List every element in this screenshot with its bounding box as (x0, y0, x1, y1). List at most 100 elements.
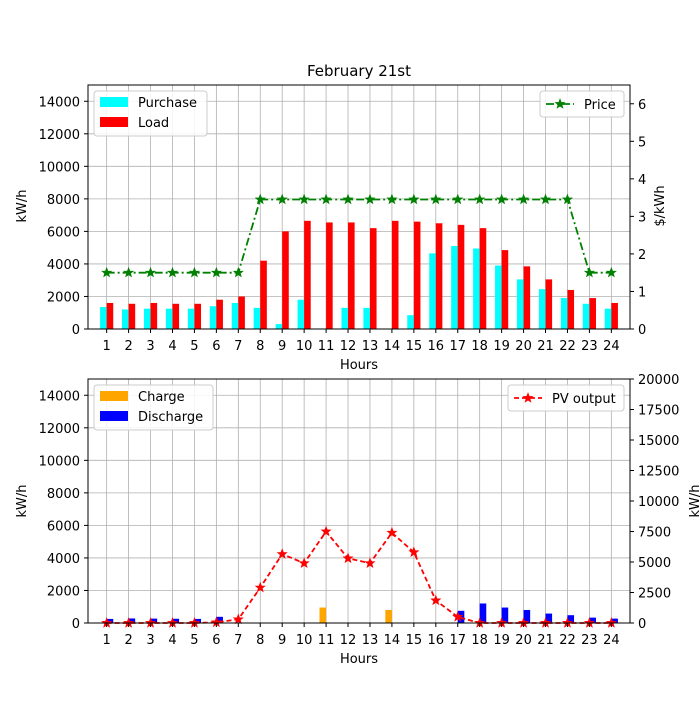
bottom-x-axis-label: Hours (340, 652, 378, 667)
p1-xtick-label: 2 (124, 339, 132, 354)
p1-point (364, 193, 376, 205)
p2-xtick-label: 12 (340, 633, 357, 648)
p2-xtick-label: 1 (103, 633, 111, 648)
p1-bar-purchase (143, 308, 151, 329)
p1-y2tick-label: 5 (638, 135, 646, 150)
p2-bar-discharge (545, 613, 553, 623)
p2-bar-discharge (128, 618, 136, 623)
p2-y2tick-label: 5000 (638, 556, 671, 571)
p2-bar-charge (385, 609, 392, 623)
p2-point (408, 546, 420, 557)
p2-ytick-label: 14000 (39, 389, 80, 404)
p2-legend-item-swatch (100, 411, 128, 421)
p1-legend-line-label: Price (584, 98, 616, 113)
p1-y2tick-label: 3 (638, 210, 646, 225)
p1-point (101, 266, 113, 278)
p1-point (276, 193, 288, 205)
p2-y2tick-label: 12500 (638, 465, 679, 480)
p2-y2tick-label: 2500 (638, 587, 671, 602)
p1-bar-load (589, 298, 596, 329)
p1-point (518, 193, 530, 205)
p1-bar-purchase (604, 308, 612, 329)
p1-bar-load (260, 260, 267, 329)
p1-bar-purchase (275, 324, 283, 329)
p1-bar-load (391, 220, 399, 329)
p1-xtick-label: 3 (146, 339, 154, 354)
p1-xtick-label: 10 (296, 339, 313, 354)
p1-legend-item-swatch (100, 117, 128, 127)
p1-bar-purchase (253, 307, 261, 329)
p2-point (342, 552, 354, 564)
p2-legend-marker (522, 392, 534, 403)
p1-bar-purchase (560, 298, 568, 329)
p2-ytick-label: 4000 (47, 552, 80, 567)
p1-point (474, 193, 486, 205)
p1-bar-load (435, 223, 443, 329)
p1-point (298, 193, 310, 205)
p1-point (605, 266, 617, 278)
p1-bar-load (348, 222, 355, 329)
p1-xtick-label: 21 (537, 339, 554, 354)
p2-point (386, 526, 398, 538)
p2-xtick-label: 6 (212, 633, 220, 648)
p1-point (452, 193, 464, 205)
p1-y2tick-label: 6 (638, 98, 646, 113)
bottom-y-axis-label: kW/h (15, 484, 30, 517)
p1-ytick-label: 4000 (47, 258, 80, 273)
p1-xtick-label: 12 (340, 339, 357, 354)
p1-bar-load (413, 221, 421, 329)
p1-point (386, 193, 398, 205)
p1-y2tick-label: 2 (638, 248, 646, 263)
p2-ytick-label: 2000 (47, 584, 80, 599)
p1-xtick-label: 13 (362, 339, 379, 354)
p2-legend-item-label: Charge (138, 390, 185, 405)
p2-point (452, 611, 464, 622)
p2-y2tick-label: 17500 (638, 404, 679, 419)
p1-bar-load (194, 303, 202, 329)
p2-ytick-label: 0 (72, 617, 80, 632)
p2-ytick-label: 12000 (39, 422, 80, 437)
p1-bar-purchase (429, 253, 436, 329)
p1-xtick-label: 18 (471, 339, 488, 354)
p1-ytick-label: 8000 (47, 193, 80, 208)
p1-xtick-label: 19 (493, 339, 510, 354)
p2-bar-discharge (501, 607, 509, 623)
p1-point (583, 266, 595, 278)
p1-bar-load (172, 303, 180, 329)
p1-bar-load (523, 266, 531, 329)
p2-xtick-label: 14 (384, 633, 401, 648)
p1-bar-load (128, 303, 136, 329)
p2-bar-discharge (567, 615, 575, 623)
p1-xtick-label: 5 (190, 339, 198, 354)
p2-xtick-label: 9 (278, 633, 286, 648)
p2-bar-discharge (589, 617, 596, 623)
p1-bar-load (304, 220, 311, 329)
p2-xtick-label: 11 (318, 633, 335, 648)
p1-xtick-label: 8 (256, 339, 264, 354)
p2-xtick-label: 21 (537, 633, 554, 648)
p1-point (123, 266, 135, 278)
p1-bar-purchase (100, 307, 107, 329)
p1-point (232, 266, 244, 278)
p1-point (320, 193, 332, 205)
p2-bar-discharge (611, 618, 618, 623)
p2-bar-discharge (523, 609, 531, 623)
p1-bar-purchase (451, 246, 458, 329)
p1-ytick-label: 14000 (39, 95, 80, 110)
p1-point (210, 266, 222, 278)
p2-xtick-label: 16 (428, 633, 445, 648)
p2-y2tick-label: 0 (638, 617, 646, 632)
p2-legend-line-label: PV output (552, 392, 616, 407)
p2-xtick-label: 8 (256, 633, 264, 648)
top-x-axis-label: Hours (340, 358, 378, 373)
p2-legend-right (507, 384, 625, 412)
p1-y2tick-label: 0 (638, 323, 646, 338)
p1-xtick-label: 20 (515, 339, 532, 354)
p1-bar-load (106, 302, 114, 329)
p1-bar-load (545, 279, 553, 329)
p2-bar-discharge (216, 616, 223, 623)
chart-title: February 21st (307, 62, 411, 80)
p1-xtick-label: 4 (168, 339, 176, 354)
top-y2-axis-label: $/kWh (653, 185, 668, 226)
